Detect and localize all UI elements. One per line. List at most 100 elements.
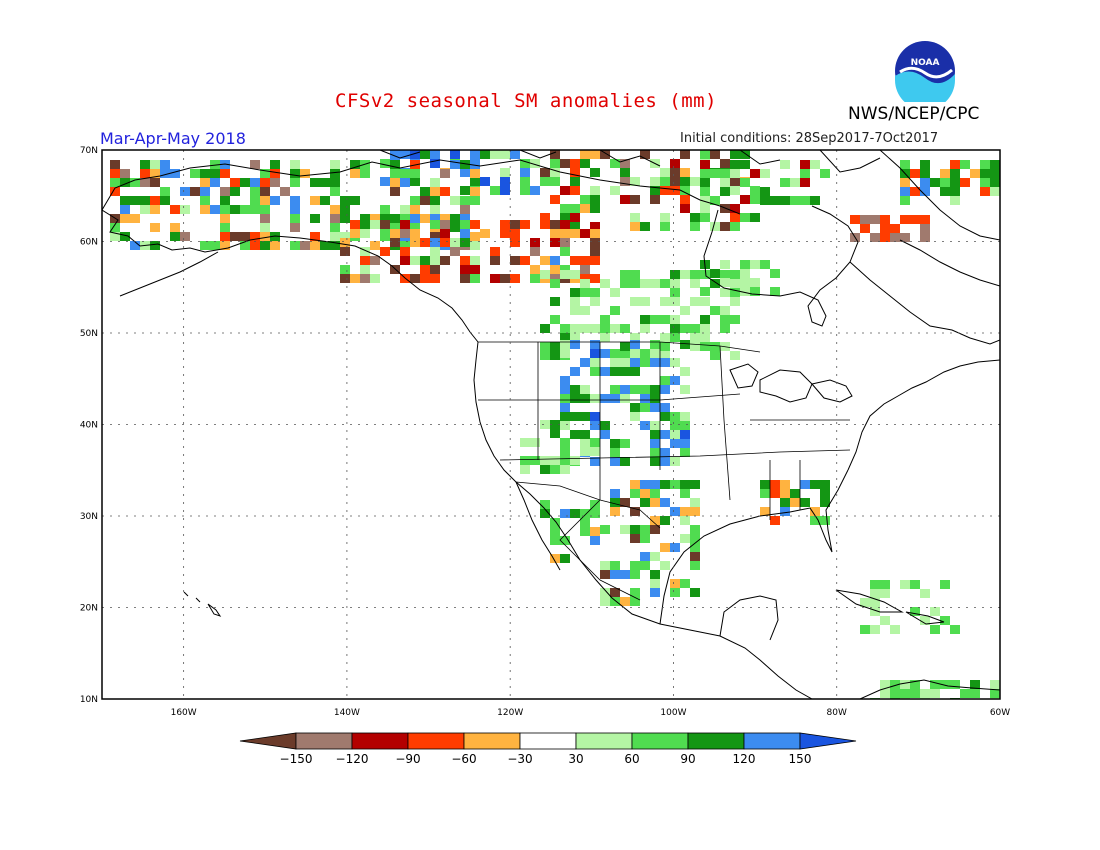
anomaly-cell xyxy=(870,215,880,224)
anomaly-cell xyxy=(620,342,630,351)
anomaly-cell xyxy=(180,187,190,196)
anomaly-cell xyxy=(640,349,650,358)
anomaly-cell xyxy=(680,367,690,376)
anomaly-cell xyxy=(150,196,160,205)
anomaly-cell xyxy=(540,256,550,265)
anomaly-cell xyxy=(630,279,640,288)
anomaly-cell xyxy=(920,224,930,233)
anomaly-cell xyxy=(200,196,210,205)
anomaly-cell xyxy=(820,516,830,525)
anomaly-cell xyxy=(230,187,240,196)
anomaly-cell xyxy=(610,457,620,466)
anomaly-cell xyxy=(940,187,950,196)
anomaly-cell xyxy=(560,403,570,412)
anomaly-cell xyxy=(220,214,230,223)
anomaly-cell xyxy=(910,680,920,689)
anomaly-cell xyxy=(870,625,880,634)
anomaly-cell xyxy=(230,205,240,214)
anomaly-cell xyxy=(610,186,620,195)
anomaly-cell xyxy=(150,160,160,169)
anomaly-cell xyxy=(450,223,460,232)
anomaly-cell xyxy=(510,274,520,283)
anomaly-cell xyxy=(610,439,620,448)
anomaly-cell xyxy=(190,169,200,178)
anomaly-cell xyxy=(700,287,710,296)
anomaly-cell xyxy=(370,220,380,229)
anomaly-cell xyxy=(670,412,680,421)
anomaly-cell xyxy=(560,465,570,474)
anomaly-cell xyxy=(220,232,230,241)
anomaly-cell xyxy=(290,160,300,169)
anomaly-cell xyxy=(900,187,910,196)
anomaly-cell xyxy=(620,195,630,204)
anomaly-cell xyxy=(430,256,440,265)
anomaly-cell xyxy=(490,256,500,265)
anomaly-cell xyxy=(340,247,350,256)
colorbar-arrow-high xyxy=(799,732,857,750)
anomaly-cell xyxy=(870,233,880,242)
anomaly-cell xyxy=(460,186,470,195)
anomaly-cell xyxy=(570,333,580,342)
anomaly-cell xyxy=(640,403,650,412)
anomaly-cell xyxy=(650,195,660,204)
anomaly-cell xyxy=(550,315,560,324)
anomaly-cell xyxy=(610,489,620,498)
anomaly-cell xyxy=(900,580,910,589)
anomaly-cell xyxy=(470,256,480,265)
anomaly-cell xyxy=(250,160,260,169)
anomaly-cell xyxy=(700,169,710,178)
anomaly-cell xyxy=(880,616,890,625)
anomaly-cell xyxy=(450,214,460,223)
anomaly-cell xyxy=(930,680,940,689)
anomaly-cell xyxy=(220,223,230,232)
anomaly-cell xyxy=(550,536,560,545)
anomaly-cell xyxy=(900,233,910,242)
anomaly-cell xyxy=(490,150,500,159)
anomaly-cell xyxy=(580,195,590,204)
anomaly-cell xyxy=(620,358,630,367)
anomaly-cell xyxy=(760,169,770,178)
anomaly-cell xyxy=(810,160,820,169)
anomaly-cell xyxy=(630,358,640,367)
anomaly-cell xyxy=(720,222,730,231)
lat-lon-grid xyxy=(102,150,1000,699)
anomaly-cell xyxy=(310,196,320,205)
anomaly-cell xyxy=(550,274,560,283)
anomaly-cell xyxy=(700,297,710,306)
anomaly-cell xyxy=(910,169,920,178)
anomaly-cell xyxy=(670,421,680,430)
anomaly-cell xyxy=(430,265,440,274)
anomaly-cell xyxy=(610,570,620,579)
anomaly-cell xyxy=(660,222,670,231)
anomaly-cell xyxy=(980,169,990,178)
anomaly-cell xyxy=(400,214,410,223)
anomaly-cell xyxy=(290,205,300,214)
anomaly-cell xyxy=(600,430,610,439)
anomaly-cell xyxy=(140,205,150,214)
anomaly-cell xyxy=(470,177,480,186)
anomaly-cell xyxy=(580,229,590,238)
anomaly-cell xyxy=(700,324,710,333)
anomaly-cell xyxy=(410,238,420,247)
anomaly-cell xyxy=(650,570,660,579)
anomaly-cell xyxy=(560,213,570,222)
anomaly-cell xyxy=(650,430,660,439)
anomaly-cell xyxy=(700,333,710,342)
anomaly-cell xyxy=(920,215,930,224)
anomaly-cell xyxy=(760,489,770,498)
anomaly-cell xyxy=(330,169,340,178)
anomaly-cell xyxy=(210,169,220,178)
anomaly-cell xyxy=(860,224,870,233)
anomaly-cell xyxy=(510,150,520,159)
anomaly-cell xyxy=(110,169,120,178)
colorbar-box xyxy=(407,732,465,750)
anomaly-cell xyxy=(260,223,270,232)
anomaly-cell xyxy=(400,256,410,265)
anomaly-cell xyxy=(410,150,420,159)
anomaly-cell xyxy=(620,525,630,534)
anomaly-cell xyxy=(980,160,990,169)
anomaly-cell xyxy=(570,297,580,306)
anomaly-cell xyxy=(680,439,690,448)
anomaly-cell xyxy=(520,177,530,186)
anomaly-cell xyxy=(620,439,630,448)
